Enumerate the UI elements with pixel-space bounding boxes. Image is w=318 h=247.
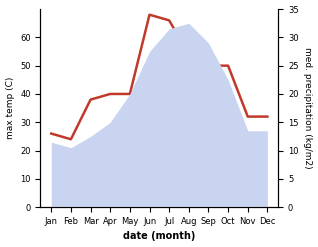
Y-axis label: med. precipitation (kg/m2): med. precipitation (kg/m2) — [303, 47, 313, 169]
Y-axis label: max temp (C): max temp (C) — [5, 77, 15, 139]
X-axis label: date (month): date (month) — [123, 231, 196, 242]
